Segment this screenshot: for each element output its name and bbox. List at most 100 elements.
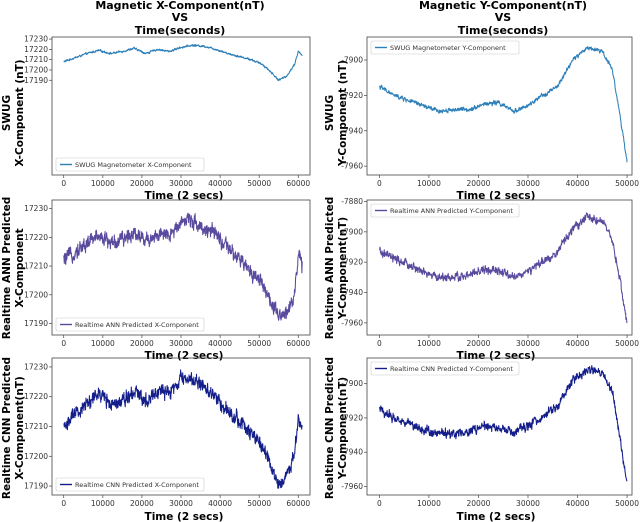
legend-label: Realtime CNN Predicted X-Component <box>75 481 199 489</box>
x-tick-label: 60000 <box>286 179 310 188</box>
x-tick-label: 20000 <box>467 339 491 348</box>
y-tick-label: -7900 <box>341 379 363 388</box>
legend-label: Realtime CNN Predicted Y-Component <box>390 365 513 373</box>
series-line-swug-y <box>378 46 628 163</box>
x-tick-label: 30000 <box>516 179 540 188</box>
plot-frame-swug-y <box>366 36 633 176</box>
y-tick-label: 17230 <box>24 35 48 44</box>
left-title-line-3: Time(seconds) <box>135 24 226 37</box>
x-tick-label: 40000 <box>208 179 232 188</box>
legend-box <box>370 40 520 55</box>
x-tick-label: 50000 <box>615 339 639 348</box>
legend-box <box>55 157 205 172</box>
plot-frame-ann-y <box>366 199 633 336</box>
y-tick-label: 17210 <box>24 422 48 431</box>
x-tick-label: 10000 <box>91 499 115 508</box>
left-title-line-2: VS <box>172 11 189 24</box>
y-tick-label: 17200 <box>24 290 48 299</box>
x-tick-label: 0 <box>377 179 382 188</box>
y-tick-label: 17210 <box>24 262 48 271</box>
panel-ann-x: 0 10000 20000 30000 40000 50000 60000 17230 1722… <box>24 199 310 348</box>
legend-cnn-y: Realtime CNN Predicted Y-Component <box>370 361 520 376</box>
xlabel-swug-x: Time (2 secs) <box>145 190 224 202</box>
x-tick-label: 20000 <box>130 339 154 348</box>
x-tick-label: 10000 <box>417 339 441 348</box>
ylabel-ann-x-line-1: Realtime ANN Predicted <box>1 197 13 340</box>
x-tick-label: 40000 <box>208 339 232 348</box>
series-line-cnn-y <box>378 365 628 482</box>
x-tick-label: 10000 <box>417 179 441 188</box>
y-tick-label: 17200 <box>24 65 48 74</box>
y-tick-label: 17190 <box>24 319 48 328</box>
legend-box <box>370 203 520 218</box>
xlabel-ann-y: Time (2 secs) <box>457 350 536 362</box>
x-tick-label: 0 <box>61 499 66 508</box>
x-tick-label: 30000 <box>169 339 193 348</box>
row-labels: SWUG X-Component (nT) SWUG Y-Component (… <box>1 59 349 499</box>
x-tick-label: 30000 <box>169 499 193 508</box>
x-tick-label: 50000 <box>247 499 271 508</box>
plot-frame-cnn-y <box>366 357 633 496</box>
series-line-cnn-x <box>63 369 303 489</box>
y-tick-label: -7920 <box>341 258 363 267</box>
y-tick-label: 17230 <box>24 362 48 371</box>
y-tick-label: -7940 <box>341 288 363 297</box>
x-tick-label: 20000 <box>130 179 154 188</box>
panel-swug-x: 0 10000 20000 30000 40000 50000 60000 172301722… <box>24 35 310 188</box>
x-tick-label: 0 <box>377 339 382 348</box>
x-tick-label: 10000 <box>91 179 115 188</box>
xlabel-ann-x: Time (2 secs) <box>145 350 224 362</box>
x-tick-label: 20000 <box>467 179 491 188</box>
y-tick-label: -7900 <box>341 227 363 236</box>
x-tick-label: 0 <box>377 499 382 508</box>
series-line-ann-x <box>63 212 303 321</box>
legend-swug-y: SWUG Magnetometer Y-Component <box>370 40 520 55</box>
legend-swug-x: SWUG Magnetometer X-Component <box>55 157 205 172</box>
legend-label: SWUG Magnetometer X-Component <box>75 161 192 169</box>
y-tick-label: 17220 <box>24 392 48 401</box>
legend-box <box>55 317 205 332</box>
x-tick-label: 0 <box>61 339 66 348</box>
x-tick-label: 60000 <box>286 499 310 508</box>
y-tick-label: -7920 <box>341 413 363 422</box>
y-tick-label: 17220 <box>24 45 48 54</box>
ylabel-cnn-y-line-1: Realtime CNN Predicted <box>324 357 336 499</box>
plot-frame-cnn-x <box>51 357 311 496</box>
right-title-line-3: Time(seconds) <box>458 24 549 37</box>
chart-panels: 0 10000 20000 30000 40000 50000 60000172301722… <box>24 35 639 508</box>
x-tick-label: 40000 <box>566 179 590 188</box>
y-tick-label: -7880 <box>341 197 363 206</box>
x-tick-label: 50000 <box>615 499 639 508</box>
ylabel-swug-y-line-2: Y-Component (nT) <box>337 60 349 167</box>
y-tick-label: -7900 <box>341 56 363 65</box>
xlabel-cnn-y: Time (2 secs) <box>457 511 536 522</box>
legend-label: SWUG Magnetometer Y-Component <box>390 44 506 52</box>
ylabel-cnn-x-line-2: X-Component(nT) <box>14 376 26 480</box>
x-tick-label: 50000 <box>615 179 639 188</box>
ylabel-ann-y-line-2: Y-Component(nT) <box>337 217 349 320</box>
y-tick-label: -7960 <box>341 162 363 171</box>
y-tick-label: -7920 <box>341 91 363 100</box>
ylabel-swug-x-line-1: SWUG <box>1 95 13 131</box>
ylabel-swug-y-line-1: SWUG <box>324 95 336 131</box>
y-tick-label: 17190 <box>24 482 48 491</box>
panel-swug-y: 0 10000 20000 30000 40000 50000 -7900 -7920 -794… <box>341 36 639 188</box>
legend-box <box>55 477 205 492</box>
x-tick-label: 20000 <box>467 499 491 508</box>
x-axis-labels: Time (2 secs) Time (2 secs) Time (2 secs… <box>145 190 536 522</box>
x-tick-label: 10000 <box>91 339 115 348</box>
x-tick-label: 40000 <box>566 499 590 508</box>
ylabel-cnn-x-line-1: Realtime CNN Predicted <box>1 357 13 499</box>
left-title-line-1: Magnetic X-Component(nT) <box>95 0 264 12</box>
x-tick-label: 60000 <box>286 339 310 348</box>
right-title-line-1: Magnetic Y-Component(nT) <box>419 0 587 12</box>
x-tick-label: 50000 <box>247 179 271 188</box>
y-tick-label: 17200 <box>24 452 48 461</box>
series-line-swug-x <box>63 43 303 82</box>
xlabel-swug-y: Time (2 secs) <box>457 190 536 202</box>
y-tick-label: 17220 <box>24 233 48 242</box>
y-tick-label: 17230 <box>24 204 48 213</box>
y-tick-label: -7960 <box>341 482 363 491</box>
y-tick-label: 17210 <box>24 55 48 64</box>
